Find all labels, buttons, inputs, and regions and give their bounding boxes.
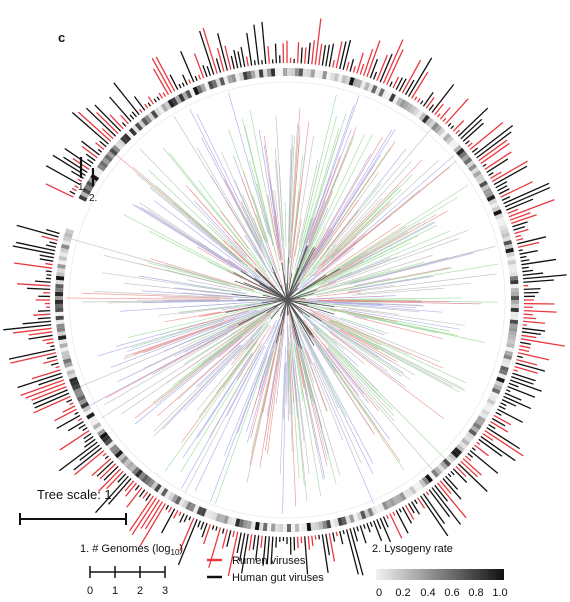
lysogeny-tick-2: 0.4 [420,587,435,599]
lysogeny-tick-1: 0.2 [395,587,410,599]
lysogeny-rate-ring [55,68,519,532]
ring2-label: 2. [89,193,97,204]
genomes-tick-1: 1 [112,585,118,597]
ring-label-guides [79,157,95,186]
human-gut-legend-label: Human gut viruses [232,572,324,584]
genomes-tick-2: 2 [137,585,143,597]
lysogeny-tick-5: 1.0 [492,587,507,599]
rumen-legend-label: Rumen viruses [232,555,306,567]
genomes-legend-title: 1. # Genomes (log10) [80,543,183,557]
lysogeny-legend-title: 2. Lysogeny rate [372,543,453,555]
lysogeny-tick-3: 0.6 [444,587,459,599]
lysogeny-tick-4: 0.8 [468,587,483,599]
genomes-tick-3: 3 [162,585,168,597]
genomes-tick-0: 0 [87,585,93,597]
ring1-label: 1. [78,182,86,193]
tree-scale-label: Tree scale: 1 [37,487,112,502]
genomes-scale-axis [89,566,166,578]
lysogeny-gradient-bar [376,569,504,580]
panel-label: c [58,30,65,45]
tree-scale-bar [19,513,127,525]
lysogeny-tick-0: 0 [376,587,382,599]
tree-branches [62,81,506,519]
